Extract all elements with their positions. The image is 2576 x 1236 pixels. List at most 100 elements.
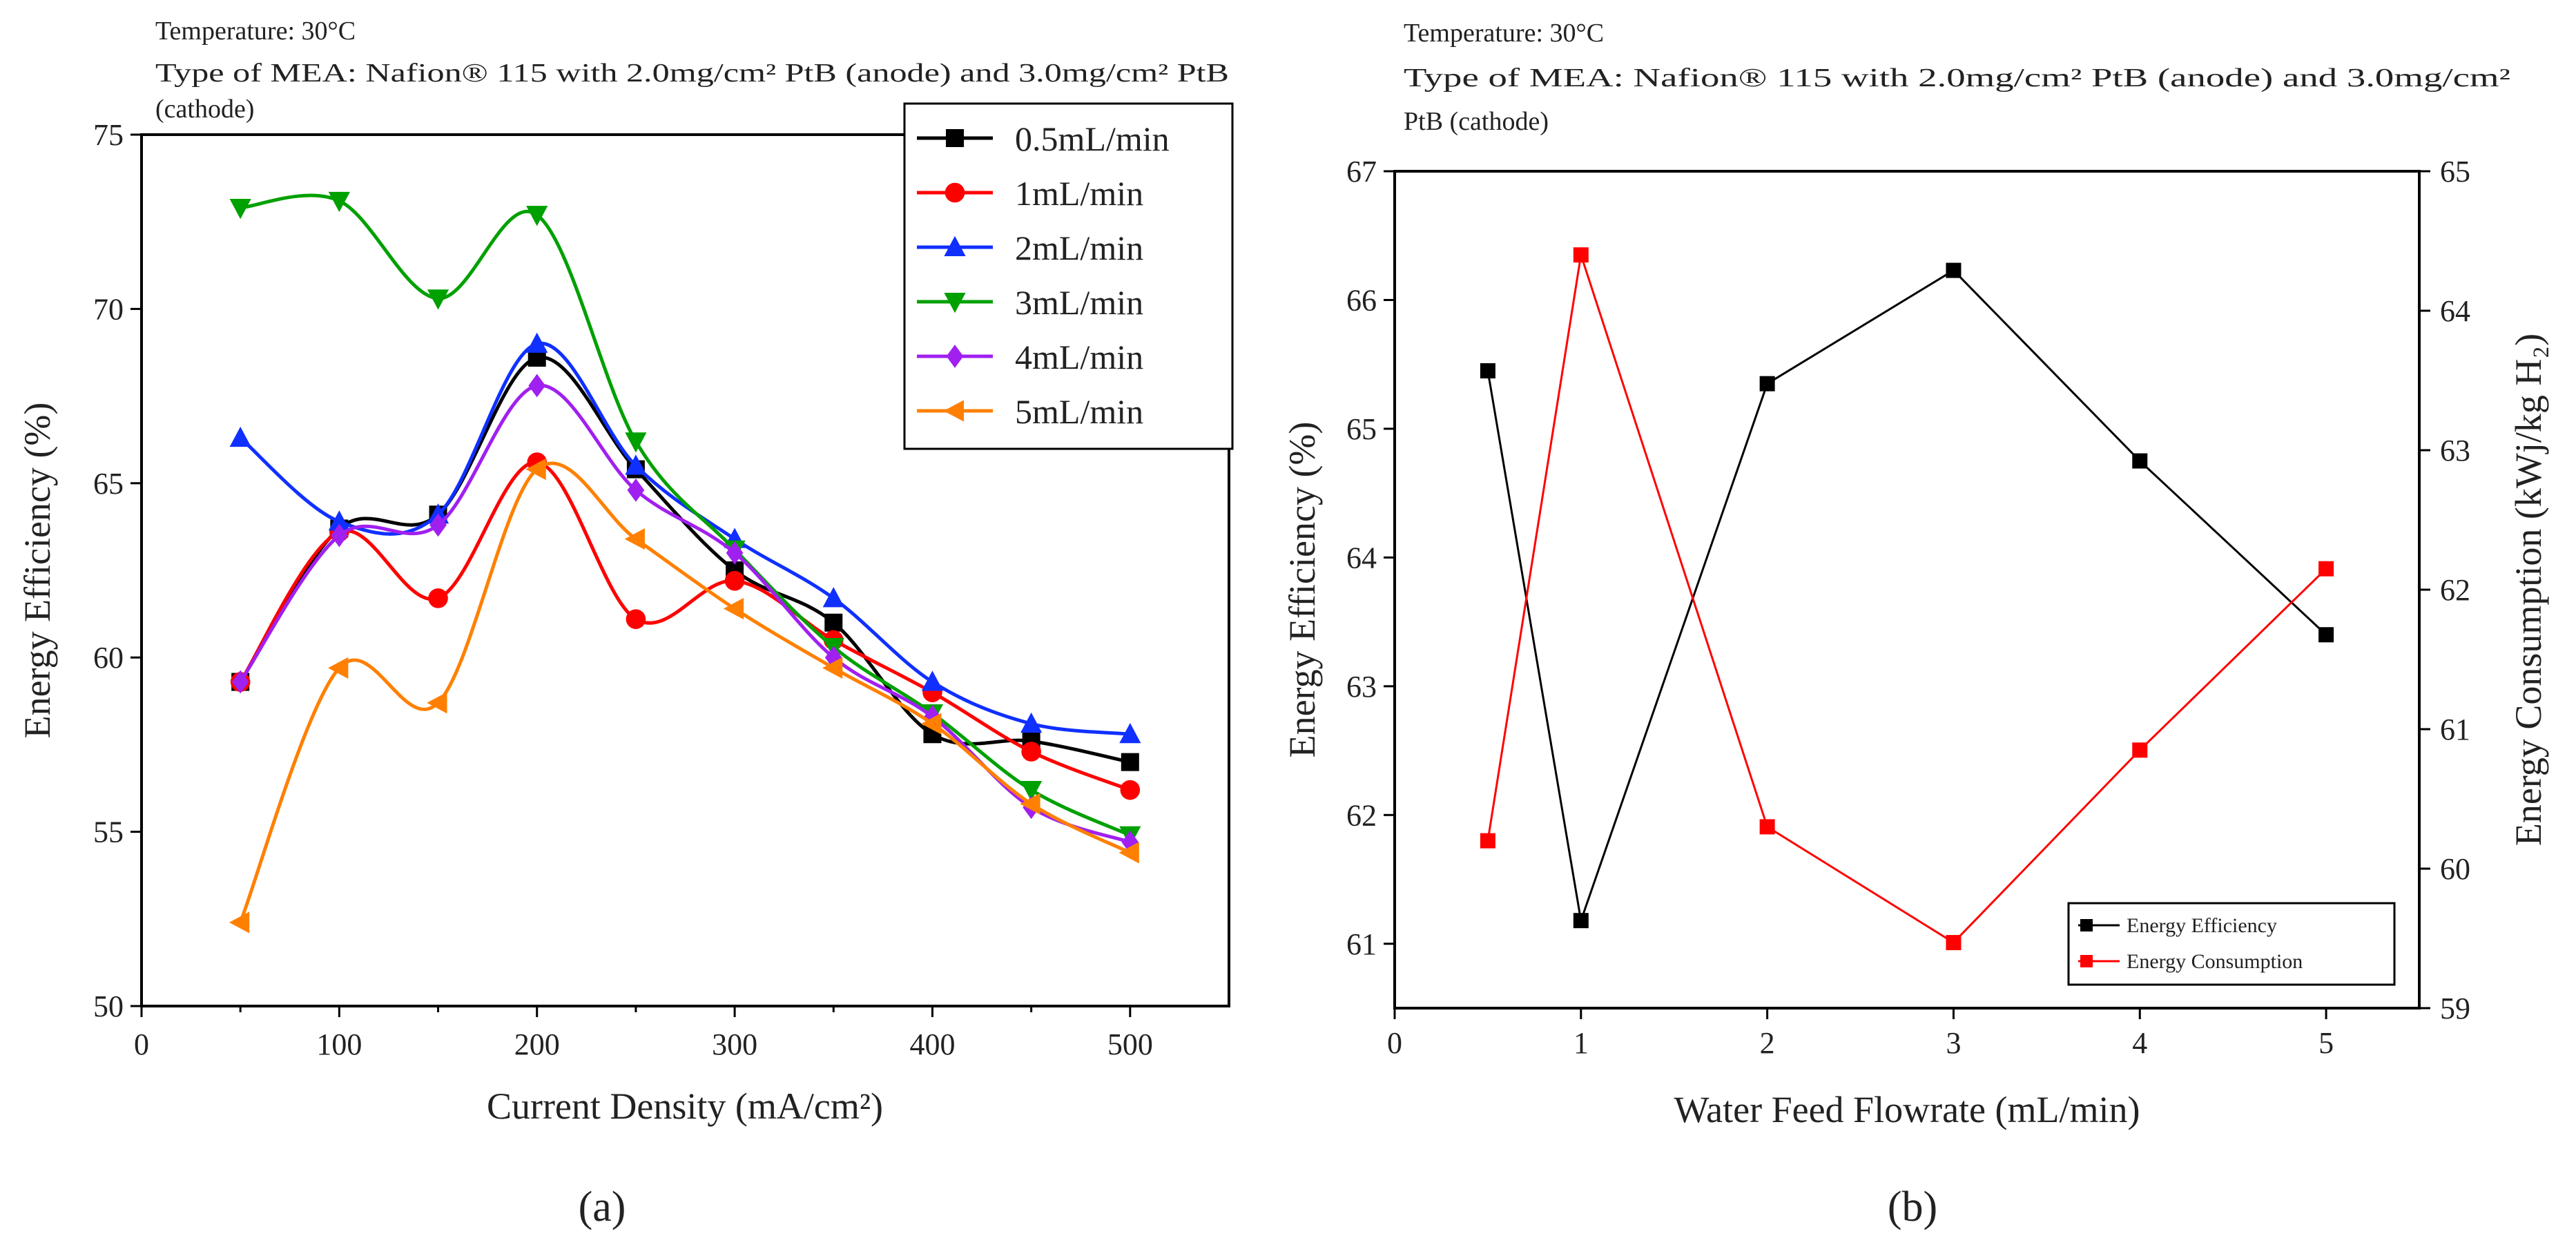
- panel-b-y-tick-label: 65: [1346, 412, 1377, 446]
- data-point: [2318, 627, 2334, 643]
- panel-b-y-tick-label: 67: [1346, 155, 1377, 189]
- panel-b-y2-tick-label: 64: [2440, 294, 2470, 328]
- panel-b-sublabel: (b): [1888, 1184, 1937, 1230]
- data-point: [1480, 833, 1495, 849]
- panel-b-x-tick-label: 3: [1946, 1026, 1961, 1060]
- series-line-energy-consumption: [1486, 254, 2327, 944]
- series-line-5ml-min: [238, 461, 1131, 923]
- panel-b-x-tick-label: 5: [2318, 1026, 2334, 1060]
- panel-b-y-tick-label: 61: [1346, 927, 1377, 961]
- panel-a-x-tick-label: 400: [909, 1027, 955, 1061]
- panel-b-y-axis-label: Energy Efficiency (%): [1281, 422, 1323, 758]
- data-point: [1118, 842, 1139, 864]
- data-point: [331, 523, 348, 548]
- data-point: [525, 458, 546, 481]
- panel-a-x-tick-label: 300: [712, 1027, 757, 1061]
- panel-b-y2-axis-label: Energy Consumption (kWj/kg H₂): [2508, 334, 2549, 846]
- data-point: [626, 609, 646, 629]
- panel-b-y2-tick-label: 59: [2440, 992, 2470, 1025]
- data-point: [1120, 780, 1141, 800]
- panel-b-temperature-note: Temperature: 30°C: [1404, 19, 1604, 48]
- legend-label: 3mL/min: [1015, 283, 1143, 322]
- panel-b-y-tick-label: 64: [1346, 541, 1377, 574]
- panel-a-mea-note: Type of MEA: Nafion® 115 with 2.0mg/cm² …: [155, 59, 1229, 88]
- data-point: [726, 541, 744, 565]
- data-point: [526, 332, 548, 353]
- panel-a-y-axis-label: Energy Efficiency (%): [17, 403, 58, 739]
- panel-a-y-tick-label: 50: [93, 989, 124, 1023]
- legend-label: 2mL/min: [1015, 229, 1143, 267]
- data-point: [921, 670, 944, 691]
- panel-b-legend-box: [2067, 902, 2396, 986]
- panel-b-y2-tick-label: 61: [2440, 713, 2470, 746]
- panel-b-y2-tick-label: 62: [2440, 573, 2470, 607]
- panel-a-x-tick-label: 0: [134, 1027, 149, 1061]
- legend-marker: [946, 129, 964, 147]
- panel-b-y-tick-label: 62: [1346, 798, 1377, 832]
- data-point: [822, 657, 843, 679]
- panel-b-y2-tick-label: 63: [2440, 434, 2470, 467]
- panel-a-x-axis-label: Current Density (mA/cm²): [487, 1085, 883, 1127]
- data-point: [824, 613, 843, 632]
- data-point: [1573, 247, 1589, 263]
- data-point: [528, 374, 546, 398]
- panel-b-x-tick-label: 1: [1573, 1026, 1589, 1060]
- legend-label: Energy Efficiency: [2127, 914, 2277, 937]
- data-point: [1119, 723, 1141, 744]
- data-point: [624, 528, 645, 550]
- legend-marker: [945, 182, 965, 203]
- data-point: [1020, 793, 1040, 815]
- series-line-3ml-min: [240, 193, 1131, 837]
- data-point: [2318, 561, 2334, 577]
- data-point: [625, 454, 647, 475]
- data-point: [1946, 935, 1962, 951]
- legend-label: 4mL/min: [1015, 338, 1143, 376]
- panel-a-chart: Temperature: 30°C Type of MEA: Nafion® 1…: [17, 17, 1234, 1230]
- data-point: [1121, 753, 1139, 771]
- panel-a-sublabel: (a): [579, 1184, 626, 1230]
- panel-a-y-tick-label: 60: [93, 641, 124, 675]
- panel-a-legend-box: [903, 102, 1234, 450]
- data-point: [1946, 262, 1962, 278]
- panel-b-legend: Energy Efficiency Energy Consumption: [2067, 902, 2396, 986]
- legend-marker: [943, 400, 964, 422]
- panel-b-x-tick-label: 4: [2132, 1026, 2147, 1060]
- panel-b-x-tick-label: 2: [1760, 1026, 1775, 1060]
- data-point: [2132, 453, 2148, 469]
- data-point: [723, 597, 744, 620]
- panel-a-cathode-note: (cathode): [155, 95, 254, 124]
- panel-b-x-tick-label: 0: [1387, 1026, 1402, 1060]
- data-point: [1020, 781, 1043, 802]
- series-4ml-min: [231, 374, 1139, 854]
- data-point: [1020, 712, 1043, 733]
- panel-a-y-tick-label: 65: [93, 467, 124, 501]
- panel-a-temperature-note: Temperature: 30°C: [155, 17, 356, 46]
- data-point: [427, 289, 449, 310]
- data-point: [229, 426, 251, 447]
- panel-b-x-axis-label: Water Feed Flowrate (mL/min): [1674, 1089, 2140, 1130]
- panel-b-cathode-note: PtB (cathode): [1404, 107, 1549, 136]
- data-point: [231, 670, 249, 694]
- legend-label: 5mL/min: [1015, 392, 1143, 431]
- data-point: [921, 713, 942, 735]
- data-point: [427, 692, 447, 714]
- panel-b-y-tick-label: 66: [1346, 283, 1377, 317]
- data-point: [1573, 913, 1589, 929]
- data-point: [724, 570, 745, 591]
- series-line-energy-efficiency: [1486, 269, 2327, 921]
- data-point: [1759, 376, 1775, 392]
- data-point: [625, 432, 647, 453]
- data-point: [822, 587, 844, 608]
- series-line-4ml-min: [239, 383, 1131, 844]
- data-point: [824, 646, 842, 670]
- legend-label: 0.5mL/min: [1015, 119, 1170, 158]
- panel-a-plot-frame: [140, 133, 1230, 1007]
- data-point: [229, 911, 250, 934]
- data-point: [328, 191, 350, 213]
- legend-marker: [2080, 955, 2093, 967]
- data-point: [627, 478, 645, 502]
- panel-a-y-tick-label: 75: [93, 118, 124, 152]
- legend-label: Energy Consumption: [2127, 950, 2303, 973]
- legend-marker: [946, 345, 964, 368]
